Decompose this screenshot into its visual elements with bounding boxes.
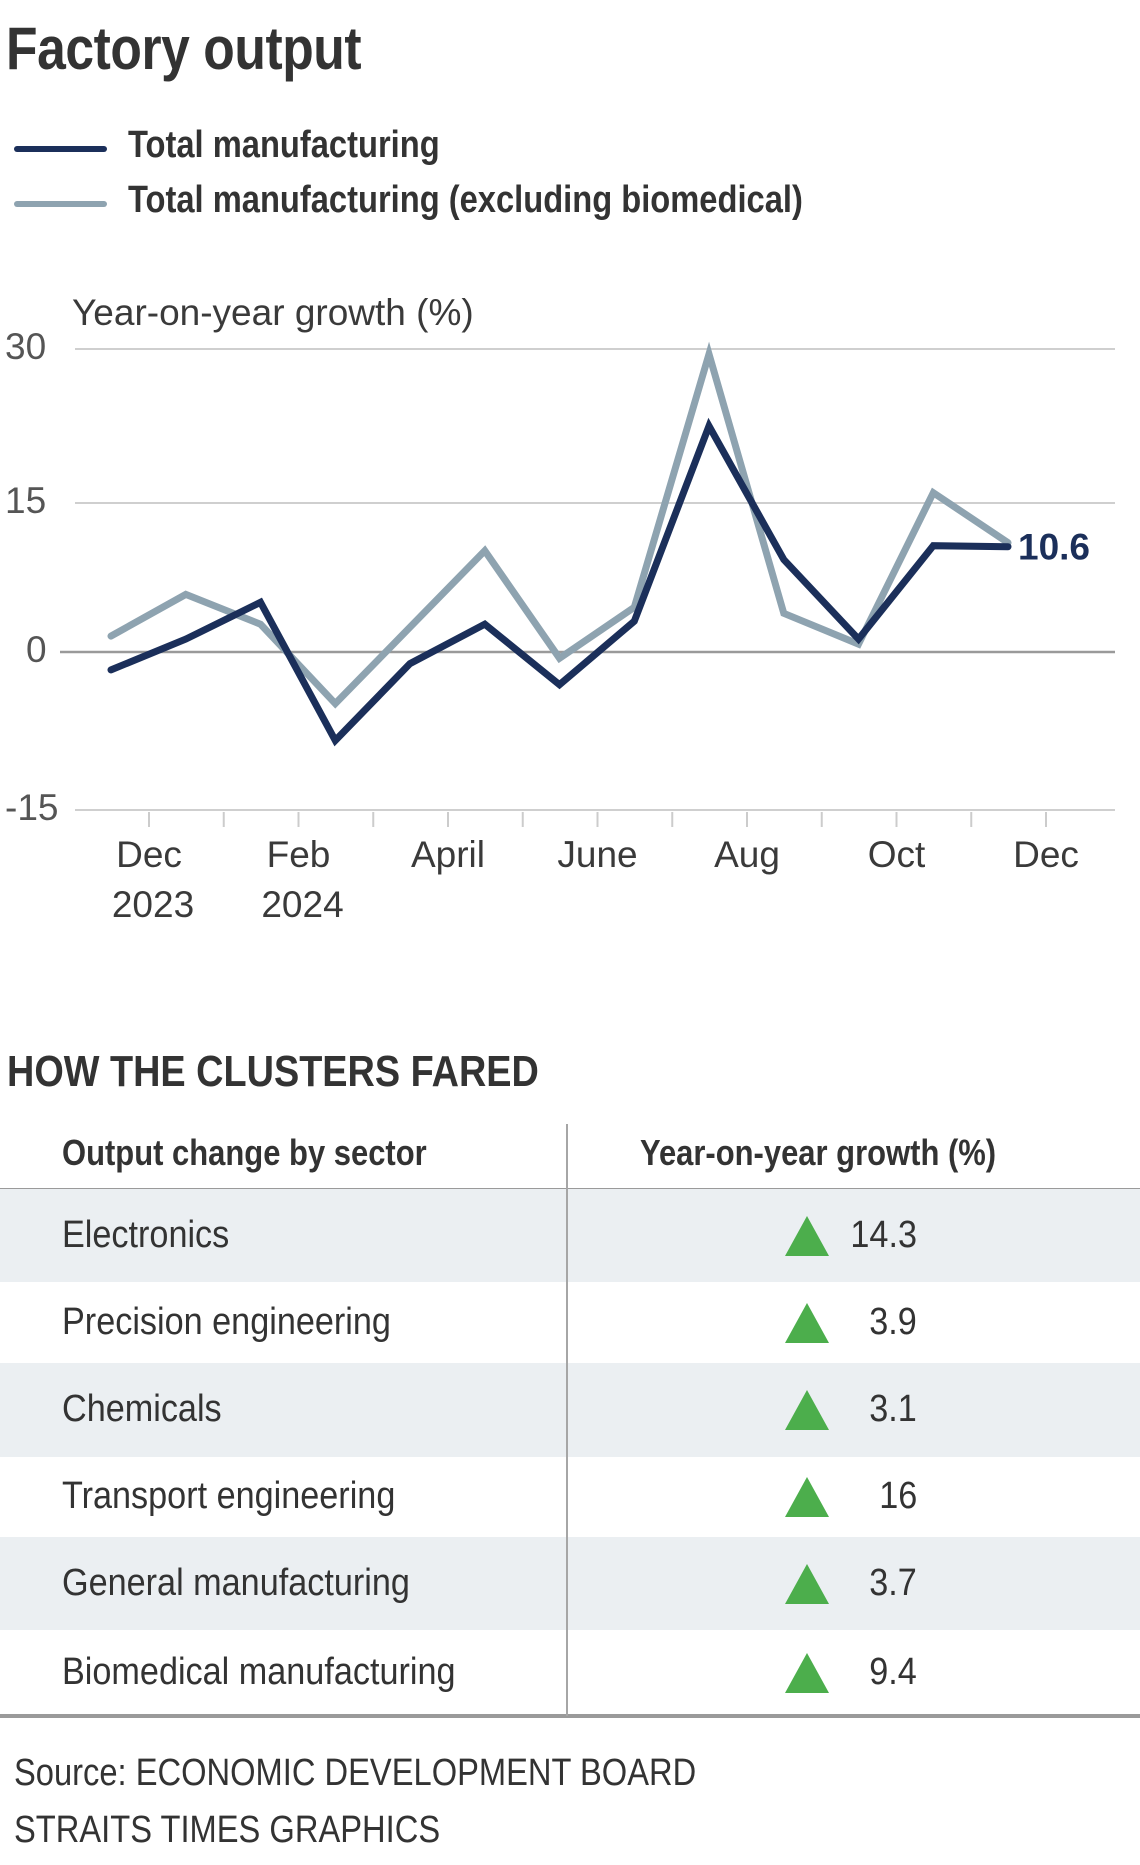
sector-name: Chemicals	[62, 1388, 222, 1430]
table-row: Precision engineering 3.9	[0, 1282, 1140, 1363]
y-tick-label: -15	[5, 787, 58, 828]
table-row: General manufacturing 3.7	[0, 1537, 1140, 1630]
column-header-sector: Output change by sector	[62, 1132, 427, 1173]
up-arrow-icon	[785, 1215, 829, 1256]
x-tick-label: Aug	[714, 834, 780, 875]
y-axis-label: Year-on-year growth (%)	[72, 292, 474, 333]
up-arrow-icon	[785, 1477, 829, 1517]
section-heading: HOW THE CLUSTERS FARED	[7, 1047, 539, 1096]
x-tick-label: Feb	[267, 834, 331, 875]
sector-name: Biomedical manufacturing	[62, 1651, 456, 1693]
y-tick-label: 15	[5, 480, 46, 521]
x-tick-label: June	[557, 834, 637, 875]
growth-value: 16	[878, 1475, 917, 1517]
up-arrow-icon	[785, 1653, 829, 1693]
legend-label-total: Total manufacturing	[128, 124, 440, 166]
series-line-total-manufacturing	[107, 417, 1012, 747]
table-row: Biomedical manufacturing 9.4	[0, 1630, 1140, 1716]
sector-name: Precision engineering	[62, 1300, 391, 1343]
column-divider	[566, 1124, 568, 1716]
growth-value: 3.7	[869, 1561, 917, 1604]
x-tick-label: Oct	[868, 834, 926, 875]
growth-value: 3.1	[869, 1388, 917, 1430]
x-ticks: Dec 2023 Feb 2024 April June Aug Oct Dec	[112, 812, 1079, 920]
up-arrow-icon	[785, 1302, 829, 1343]
x-tick-label: April	[411, 834, 485, 875]
legend-label-excl-biomedical: Total manufacturing (excluding biomedica…	[128, 179, 803, 221]
line-chart: Year-on-year growth (%) 30 15 0 -15 Dec 2023…	[5, 292, 1115, 920]
bottom-rule	[0, 1714, 1140, 1718]
sector-name: Transport engineering	[62, 1475, 396, 1517]
chart-title-text: Factory output	[6, 15, 362, 82]
table-row: Transport engineering 16	[0, 1457, 1140, 1537]
sector-name: General manufacturing	[62, 1561, 410, 1604]
graphics-credit: STRAITS TIMES GRAPHICS	[14, 1809, 441, 1851]
y-tick-label: 0	[26, 629, 47, 670]
chart-title: Factory output	[6, 14, 419, 83]
x-tick-label: Dec	[116, 834, 182, 875]
grid	[60, 348, 1115, 811]
x-tick-year-label: 2023	[112, 884, 194, 920]
x-tick-label: Dec	[1013, 834, 1079, 875]
growth-value: 14.3	[850, 1213, 917, 1256]
sector-name: Electronics	[62, 1213, 230, 1256]
end-value-label: 10.6	[1018, 527, 1090, 568]
y-ticks: 30 15 0 -15	[5, 326, 58, 828]
x-tick-year-label: 2024	[261, 884, 343, 920]
series	[107, 341, 1012, 747]
growth-value: 3.9	[869, 1300, 917, 1343]
annotations: 10.6	[1018, 527, 1090, 568]
up-arrow-icon	[785, 1390, 829, 1430]
growth-value: 9.4	[869, 1651, 917, 1693]
table-row: Chemicals 3.1	[0, 1363, 1140, 1457]
legend-swatch-total	[14, 146, 107, 152]
legend-swatch-excl-biomedical	[14, 201, 107, 207]
y-tick-label: 30	[5, 326, 46, 367]
table-row: Electronics 14.3	[0, 1189, 1140, 1282]
source-note: Source: ECONOMIC DEVELOPMENT BOARD	[14, 1752, 697, 1794]
column-header-growth: Year-on-year growth (%)	[640, 1132, 997, 1173]
up-arrow-icon	[785, 1563, 829, 1604]
